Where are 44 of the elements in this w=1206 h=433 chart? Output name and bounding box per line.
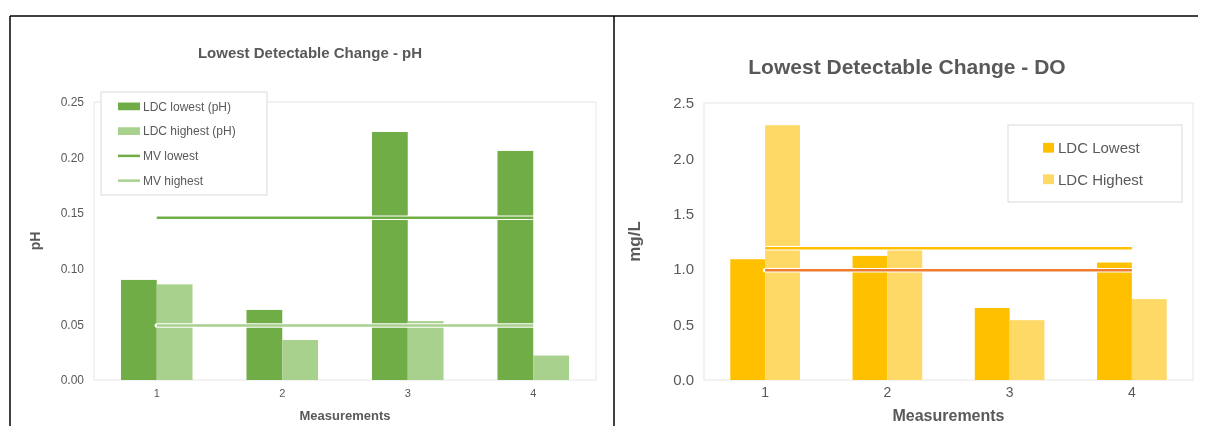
x-axis-title: Measurements: [892, 407, 1005, 424]
y-axis-title: pH: [27, 231, 43, 251]
bar: [765, 125, 800, 380]
bar: [852, 255, 888, 380]
bar: [246, 309, 283, 380]
x-tick-label: 3: [404, 387, 411, 399]
bar: [974, 307, 1010, 380]
legend-label: LDC Highest: [1058, 170, 1144, 188]
bar: [120, 279, 157, 380]
x-tick-label: 1: [153, 387, 160, 399]
y-tick-label: 0.0: [673, 371, 694, 389]
bar: [1131, 299, 1167, 380]
legend-label: MV highest: [143, 173, 204, 188]
bar: [1009, 320, 1045, 380]
chart-title: Lowest Detectable Change - pH: [197, 44, 423, 61]
legend-label: LDC lowest (pH): [143, 99, 232, 114]
y-tick-label: 0.5: [673, 315, 694, 333]
bar: [282, 339, 319, 380]
y-tick-label: 0.20: [60, 150, 85, 165]
y-axis-title: mg/L: [625, 221, 644, 262]
y-tick-label: 0.25: [60, 95, 85, 110]
x-tick-label: 4: [1127, 384, 1136, 400]
x-tick-label: 3: [1005, 384, 1014, 400]
x-tick-label: 2: [883, 384, 892, 400]
y-tick-label: 0.00: [60, 373, 85, 388]
legend-label: LDC Lowest: [1058, 139, 1141, 156]
x-tick-label: 4: [530, 387, 537, 399]
y-tick-label: 1.5: [673, 205, 694, 223]
y-tick-label: 2.5: [673, 94, 694, 112]
bar: [1097, 262, 1132, 380]
bar: [730, 259, 766, 380]
x-tick-label: 1: [761, 384, 770, 400]
legend-label: MV lowest: [143, 149, 200, 164]
x-axis-title: Measurements: [299, 408, 391, 423]
y-tick-label: 2.0: [673, 149, 694, 167]
chart-title: Lowest Detectable Change - DO: [748, 55, 1066, 78]
y-tick-label: 0.15: [60, 206, 85, 221]
bar: [887, 248, 923, 380]
y-tick-label: 1.0: [673, 260, 694, 278]
y-tick-label: 0.10: [60, 262, 85, 276]
legend-label: LDC highest (pH): [143, 124, 236, 139]
y-tick-label: 0.05: [60, 317, 85, 332]
bar: [533, 355, 570, 380]
x-tick-label: 2: [279, 387, 286, 399]
